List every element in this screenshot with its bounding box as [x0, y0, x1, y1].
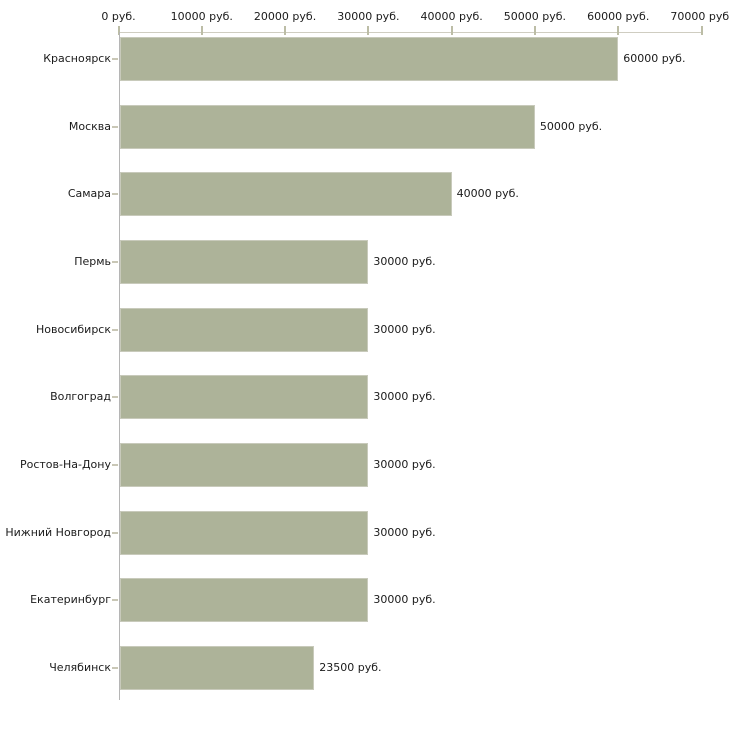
bar-value-label: 30000 руб.: [373, 322, 436, 336]
category-label: Москва: [68, 119, 111, 133]
x-axis-tick: [533, 26, 536, 35]
x-axis-tick: [200, 26, 203, 35]
x-axis-tick-label: 10000 руб.: [170, 10, 233, 23]
bar: [119, 104, 535, 149]
bar: [119, 239, 369, 284]
x-axis-tick: [617, 26, 620, 35]
bar-value-label: 23500 руб.: [319, 660, 382, 674]
y-axis-tick: [112, 125, 118, 128]
x-axis-tick-label: 30000 руб.: [337, 10, 400, 23]
y-axis-tick: [112, 328, 118, 331]
category-label: Челябинск: [49, 660, 111, 674]
x-axis-tick: [117, 26, 120, 35]
category-label: Новосибирск: [35, 322, 111, 336]
bar-value-label: 30000 руб.: [373, 593, 436, 607]
category-label: Красноярск: [43, 52, 111, 65]
category-label: Пермь: [74, 254, 111, 268]
bar: [119, 442, 369, 487]
bar-value-label: 40000 руб.: [456, 187, 519, 201]
x-axis-tick-label: 60000 руб.: [587, 10, 650, 23]
bar: [119, 645, 315, 690]
x-axis-tick-label: 70000 руб.: [670, 10, 730, 23]
category-label: Нижний Новгород: [5, 525, 111, 539]
y-axis-tick: [112, 666, 118, 669]
y-axis-tick: [112, 599, 118, 602]
bar-value-label: 50000 руб.: [539, 119, 603, 133]
category-label: Волгоград: [50, 390, 111, 404]
y-axis-tick: [112, 58, 118, 60]
y-axis-tick: [112, 193, 118, 196]
bar-value-label: 30000 руб.: [373, 525, 436, 539]
bar: [119, 375, 369, 420]
bar-value-label: 30000 руб.: [373, 457, 436, 471]
y-axis-tick: [112, 531, 118, 534]
category-label: Самара: [67, 187, 111, 201]
category-label: Екатеринбург: [30, 593, 111, 607]
bar: [119, 510, 369, 555]
bar-value-label: 30000 руб.: [373, 390, 436, 404]
bar-value-label: 30000 руб.: [373, 254, 436, 268]
y-axis-tick: [112, 396, 118, 399]
bar-value-label: 60000 руб.: [623, 52, 686, 65]
x-axis-line: [118, 32, 702, 33]
x-axis-tick-label: 20000 руб.: [253, 10, 317, 23]
x-axis-tick-label: 50000 руб.: [503, 10, 567, 23]
x-axis-tick: [450, 26, 453, 35]
y-axis-line: [118, 32, 120, 700]
x-axis-tick: [367, 26, 370, 35]
x-axis-tick-label: 0 руб.: [101, 10, 136, 23]
x-axis-tick: [284, 26, 287, 35]
category-label: Ростов-На-Дону: [19, 457, 111, 471]
bar: [119, 37, 619, 81]
x-axis-tick: [700, 26, 703, 35]
y-axis-tick: [112, 463, 118, 466]
x-axis-tick-label: 40000 руб.: [420, 10, 483, 23]
bar: [119, 578, 369, 623]
bar: [119, 172, 452, 217]
y-axis-tick: [112, 260, 118, 263]
bar: [119, 307, 369, 352]
